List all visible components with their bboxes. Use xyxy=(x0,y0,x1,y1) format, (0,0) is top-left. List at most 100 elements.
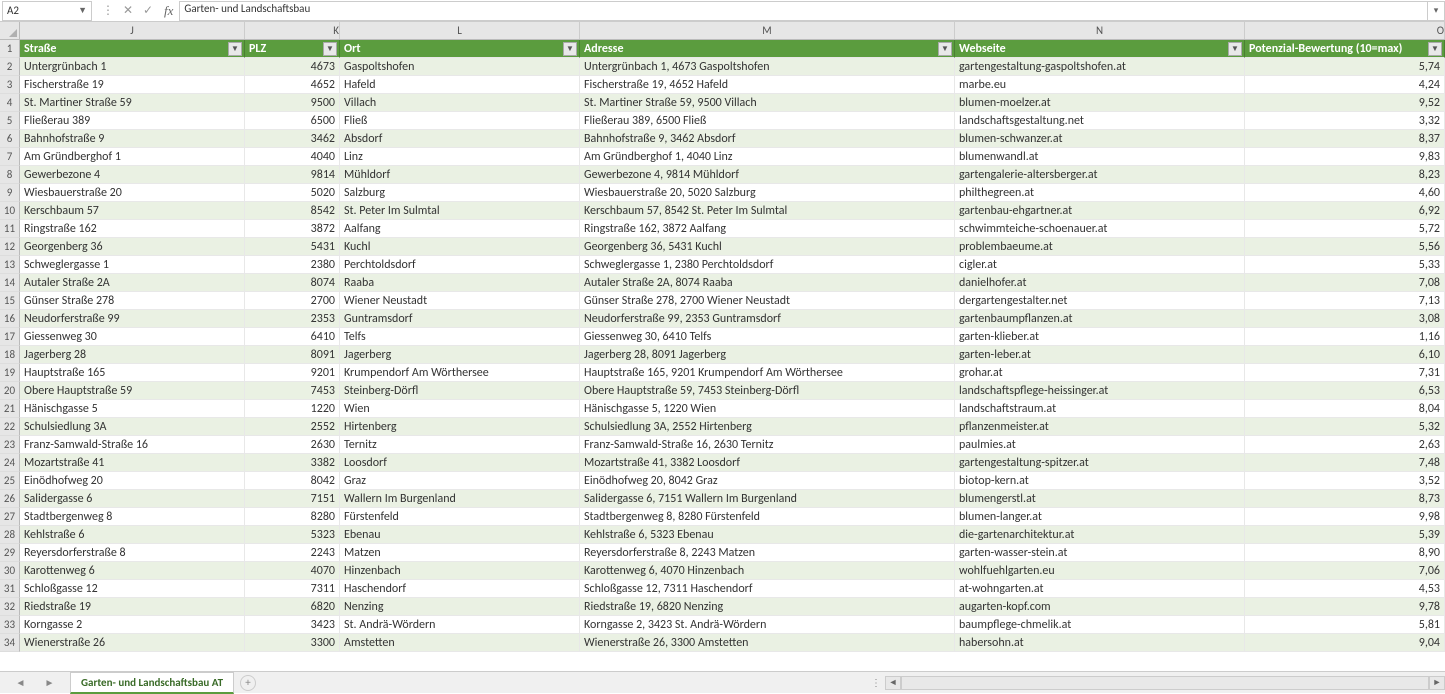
cell[interactable]: 8,23 xyxy=(1245,166,1445,184)
cell[interactable]: Hauptstraße 165, 9201 Krumpendorf Am Wör… xyxy=(580,364,955,382)
cell[interactable]: Schloßgasse 12, 7311 Haschendorf xyxy=(580,580,955,598)
cell[interactable]: Fürstenfeld xyxy=(340,508,580,526)
cell[interactable]: marbe.eu xyxy=(955,76,1245,94)
cell[interactable]: 3423 xyxy=(245,616,340,634)
header-cell-L[interactable]: Ort▼ xyxy=(340,40,580,58)
name-box-dropdown-icon[interactable]: ▼ xyxy=(78,5,87,16)
cell[interactable]: 5020 xyxy=(245,184,340,202)
cell[interactable]: Autaler Straße 2A xyxy=(20,274,245,292)
cell[interactable]: Gewerbezone 4 xyxy=(20,166,245,184)
cell[interactable]: Georgenberg 36 xyxy=(20,238,245,256)
header-cell-M[interactable]: Adresse▼ xyxy=(580,40,955,58)
tab-nav-last-icon[interactable]: ► xyxy=(45,676,55,689)
cell[interactable]: gartenbau-ehgartner.at xyxy=(955,202,1245,220)
cell[interactable]: Am Gründberghof 1 xyxy=(20,148,245,166)
cell[interactable]: Amstetten xyxy=(340,634,580,652)
cell[interactable]: 6500 xyxy=(245,112,340,130)
row-header[interactable]: 5 xyxy=(0,112,20,130)
cell[interactable]: 7,48 xyxy=(1245,454,1445,472)
cell[interactable]: Nenzing xyxy=(340,598,580,616)
cell[interactable]: landschaftspflege-heissinger.at xyxy=(955,382,1245,400)
cell[interactable]: 1220 xyxy=(245,400,340,418)
cell[interactable]: Kerschbaum 57, 8542 St. Peter Im Sulmtal xyxy=(580,202,955,220)
cell[interactable]: Reyersdorferstraße 8 xyxy=(20,544,245,562)
row-header[interactable]: 24 xyxy=(0,454,20,472)
cell[interactable]: Georgenberg 36, 5431 Kuchl xyxy=(580,238,955,256)
cell[interactable]: Kehlstraße 6, 5323 Ebenau xyxy=(580,526,955,544)
cell[interactable]: 4070 xyxy=(245,562,340,580)
row-header[interactable]: 3 xyxy=(0,76,20,94)
cell[interactable]: danielhofer.at xyxy=(955,274,1245,292)
cell[interactable]: Einödhofweg 20, 8042 Graz xyxy=(580,472,955,490)
cell[interactable]: 9,52 xyxy=(1245,94,1445,112)
cell[interactable]: 8042 xyxy=(245,472,340,490)
cell[interactable]: Reyersdorferstraße 8, 2243 Matzen xyxy=(580,544,955,562)
cell[interactable]: 9,83 xyxy=(1245,148,1445,166)
cell[interactable]: Wiesbauerstraße 20, 5020 Salzburg xyxy=(580,184,955,202)
row-header[interactable]: 17 xyxy=(0,328,20,346)
cell[interactable]: Hauptstraße 165 xyxy=(20,364,245,382)
row-header[interactable]: 32 xyxy=(0,598,20,616)
cell[interactable]: dergartengestalter.net xyxy=(955,292,1245,310)
row-header[interactable]: 8 xyxy=(0,166,20,184)
cell[interactable]: Giessenweg 30, 6410 Telfs xyxy=(580,328,955,346)
cell[interactable]: Absdorf xyxy=(340,130,580,148)
cell[interactable]: paulmies.at xyxy=(955,436,1245,454)
cell[interactable]: Hafeld xyxy=(340,76,580,94)
cell[interactable]: Jagerberg 28, 8091 Jagerberg xyxy=(580,346,955,364)
cell[interactable]: Gewerbezone 4, 9814 Mühldorf xyxy=(580,166,955,184)
cell[interactable]: cigler.at xyxy=(955,256,1245,274)
cell[interactable]: Obere Hauptstraße 59, 7453 Steinberg-Dör… xyxy=(580,382,955,400)
cell[interactable]: 4,24 xyxy=(1245,76,1445,94)
cell[interactable]: Mozartstraße 41 xyxy=(20,454,245,472)
cell[interactable]: Matzen xyxy=(340,544,580,562)
header-cell-J[interactable]: Straße▼ xyxy=(20,40,245,58)
cell[interactable]: 5,39 xyxy=(1245,526,1445,544)
cell[interactable]: 5,32 xyxy=(1245,418,1445,436)
cell[interactable]: Wien xyxy=(340,400,580,418)
cell[interactable]: 6,10 xyxy=(1245,346,1445,364)
row-header[interactable]: 26 xyxy=(0,490,20,508)
cell[interactable]: 2630 xyxy=(245,436,340,454)
cell[interactable]: at-wohngarten.at xyxy=(955,580,1245,598)
cell[interactable]: Günser Straße 278, 2700 Wiener Neustadt xyxy=(580,292,955,310)
cell[interactable]: Schweglergasse 1 xyxy=(20,256,245,274)
row-header[interactable]: 20 xyxy=(0,382,20,400)
row-header[interactable]: 22 xyxy=(0,418,20,436)
row-header[interactable]: 4 xyxy=(0,94,20,112)
col-header-M[interactable]: M xyxy=(580,22,955,39)
cell[interactable]: 8,04 xyxy=(1245,400,1445,418)
cell[interactable]: blumen-moelzer.at xyxy=(955,94,1245,112)
cell[interactable]: Krumpendorf Am Wörthersee xyxy=(340,364,580,382)
row-header[interactable]: 14 xyxy=(0,274,20,292)
cell[interactable]: 2243 xyxy=(245,544,340,562)
cell[interactable]: Ternitz xyxy=(340,436,580,454)
cell[interactable]: 5,56 xyxy=(1245,238,1445,256)
hscroll-track[interactable] xyxy=(901,676,1429,690)
cell[interactable]: Korngasse 2, 3423 St. Andrä-Wördern xyxy=(580,616,955,634)
cell[interactable]: 5,33 xyxy=(1245,256,1445,274)
hscroll-right-icon[interactable]: ► xyxy=(1429,676,1445,690)
cell[interactable]: 2,63 xyxy=(1245,436,1445,454)
sheet-tab-active[interactable]: Garten- und Landschaftsbau AT xyxy=(70,672,234,694)
cell[interactable]: 8,90 xyxy=(1245,544,1445,562)
cell[interactable]: blumen-langer.at xyxy=(955,508,1245,526)
cell[interactable]: 9,78 xyxy=(1245,598,1445,616)
cell[interactable]: 5323 xyxy=(245,526,340,544)
cell[interactable]: Fischerstraße 19 xyxy=(20,76,245,94)
cell[interactable]: 6820 xyxy=(245,598,340,616)
cell[interactable]: 8542 xyxy=(245,202,340,220)
cell[interactable]: Jagerberg 28 xyxy=(20,346,245,364)
filter-dropdown-icon[interactable]: ▼ xyxy=(563,42,577,56)
cell[interactable]: 3,32 xyxy=(1245,112,1445,130)
cell[interactable]: 5431 xyxy=(245,238,340,256)
cell[interactable]: 3872 xyxy=(245,220,340,238)
cell[interactable]: problembaeume.at xyxy=(955,238,1245,256)
add-sheet-button[interactable]: + xyxy=(240,675,256,691)
col-header-J[interactable]: J xyxy=(20,22,245,39)
row-header[interactable]: 7 xyxy=(0,148,20,166)
row-header[interactable]: 12 xyxy=(0,238,20,256)
cell[interactable]: Salidergasse 6, 7151 Wallern Im Burgenla… xyxy=(580,490,955,508)
header-cell-O[interactable]: Potenzial-Bewertung (10=max)▼ xyxy=(1245,40,1445,58)
cell[interactable]: 9,04 xyxy=(1245,634,1445,652)
